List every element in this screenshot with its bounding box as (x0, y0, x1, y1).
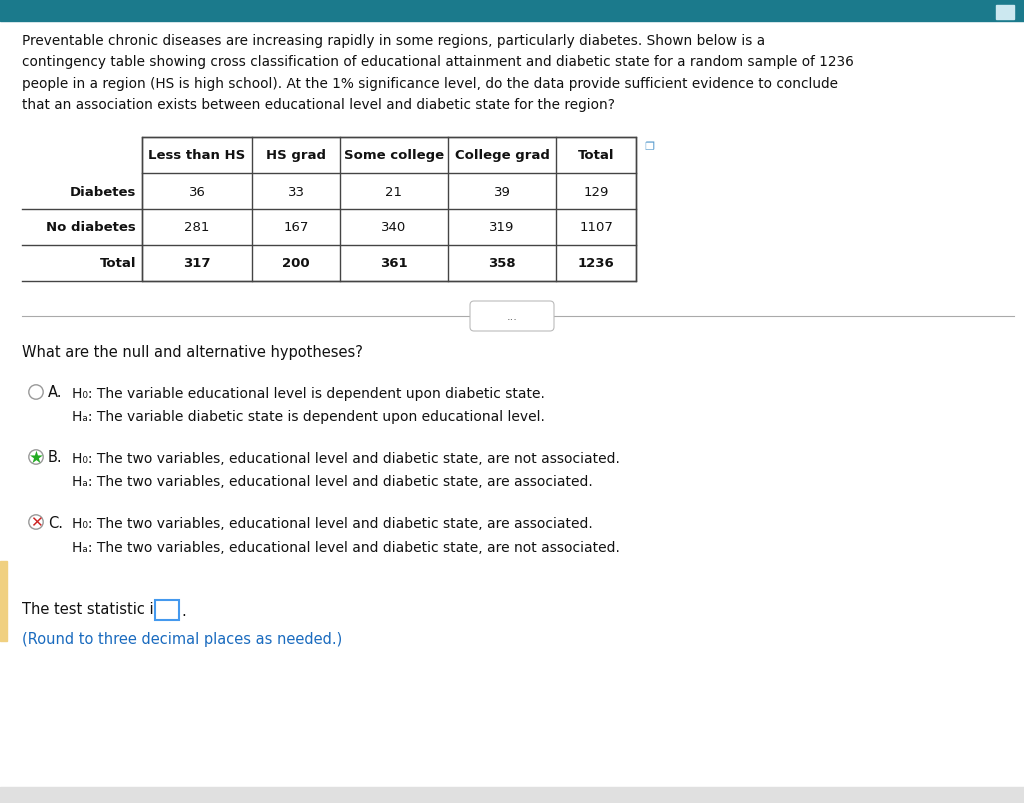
Text: Hₐ: The two variables, educational level and diabetic state, are not associated.: Hₐ: The two variables, educational level… (72, 540, 620, 554)
Text: 361: 361 (380, 257, 408, 270)
Text: College grad: College grad (455, 149, 550, 162)
Bar (0, 787, 1024, 803)
Text: 129: 129 (584, 185, 608, 198)
Text: 317: 317 (183, 257, 211, 270)
Text: Total: Total (578, 149, 614, 162)
Text: Preventable chronic diseases are increasing rapidly in some regions, particularl: Preventable chronic diseases are increas… (22, 34, 765, 48)
Text: 36: 36 (188, 185, 206, 198)
Text: .: . (181, 603, 186, 618)
Text: that an association exists between educational level and diabetic state for the : that an association exists between educa… (22, 99, 615, 112)
Text: 1107: 1107 (579, 221, 613, 234)
Text: 358: 358 (488, 257, 516, 270)
Text: 167: 167 (284, 221, 308, 234)
Text: 33: 33 (288, 185, 304, 198)
Text: 1236: 1236 (578, 257, 614, 270)
Text: HS grad: HS grad (266, 149, 326, 162)
Text: Total: Total (99, 257, 136, 270)
Text: A.: A. (48, 385, 62, 400)
Text: Less than HS: Less than HS (148, 149, 246, 162)
Text: Hₐ: The variable diabetic state is dependent upon educational level.: Hₐ: The variable diabetic state is depen… (72, 410, 545, 424)
Text: The test statistic is: The test statistic is (22, 601, 162, 616)
Text: B.: B. (48, 450, 62, 465)
Bar (0, 561, 7, 642)
Text: ✕: ✕ (30, 515, 42, 530)
FancyBboxPatch shape (156, 601, 179, 620)
Text: ...: ... (507, 312, 517, 321)
Text: H₀: The two variables, educational level and diabetic state, are associated.: H₀: The two variables, educational level… (72, 516, 593, 530)
Text: (Round to three decimal places as needed.): (Round to three decimal places as needed… (22, 631, 342, 646)
Text: people in a region (HS is high school). At the 1% significance level, do the dat: people in a region (HS is high school). … (22, 77, 838, 91)
Text: 281: 281 (184, 221, 210, 234)
Text: 319: 319 (489, 221, 515, 234)
Text: Hₐ: The two variables, educational level and diabetic state, are associated.: Hₐ: The two variables, educational level… (72, 475, 593, 489)
Text: Diabetes: Diabetes (70, 185, 136, 198)
Text: H₀: The variable educational level is dependent upon diabetic state.: H₀: The variable educational level is de… (72, 386, 545, 401)
Bar (996, 6, 1014, 20)
Text: Some college: Some college (344, 149, 444, 162)
Text: What are the null and alternative hypotheses?: What are the null and alternative hypoth… (22, 344, 362, 360)
Text: H₀: The two variables, educational level and diabetic state, are not associated.: H₀: The two variables, educational level… (72, 451, 620, 466)
Text: No diabetes: No diabetes (46, 221, 136, 234)
Text: C.: C. (48, 515, 63, 530)
Text: ❐: ❐ (644, 142, 654, 152)
Bar (142, 138, 636, 282)
Bar (0, 0, 1024, 22)
Text: 340: 340 (381, 221, 407, 234)
Text: 200: 200 (283, 257, 310, 270)
Text: 39: 39 (494, 185, 510, 198)
Text: ★: ★ (29, 448, 43, 467)
Text: contingency table showing cross classification of educational attainment and dia: contingency table showing cross classifi… (22, 55, 854, 69)
FancyBboxPatch shape (470, 302, 554, 332)
Text: 21: 21 (385, 185, 402, 198)
